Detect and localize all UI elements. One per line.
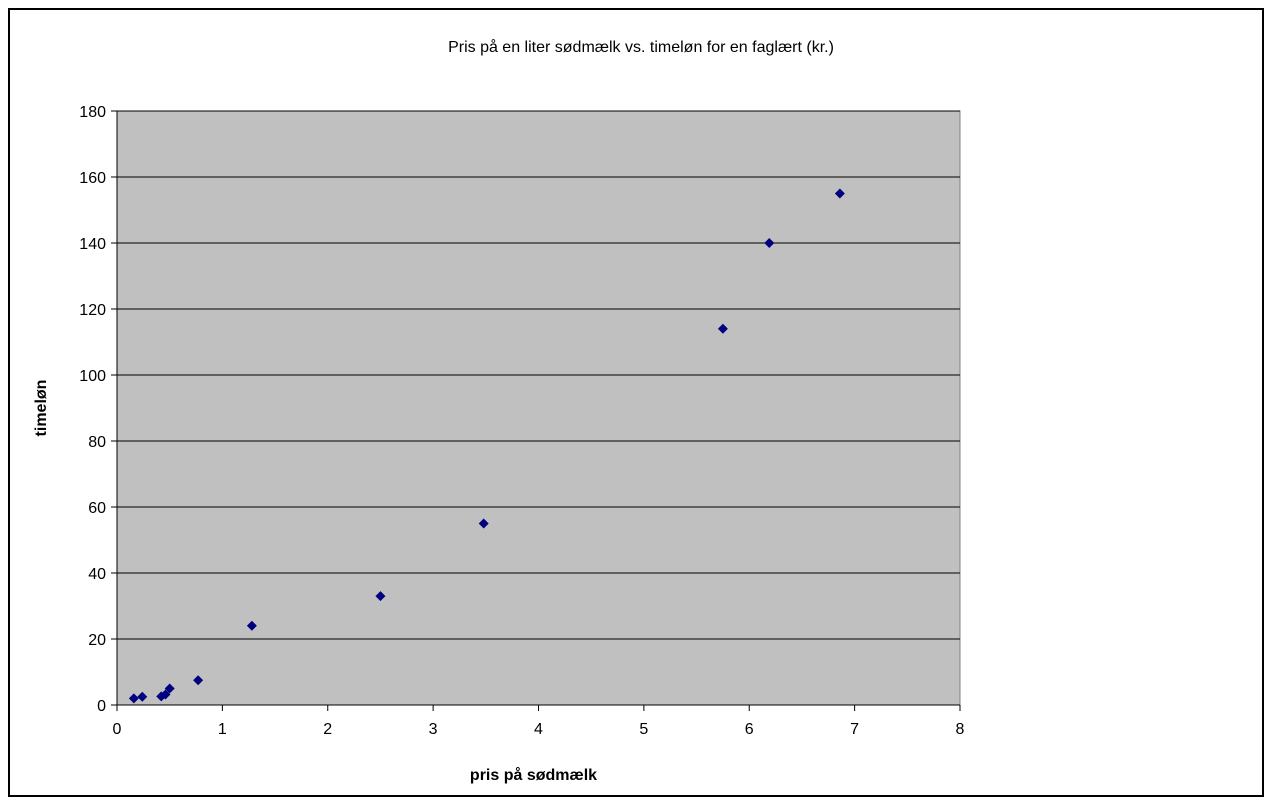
x-tick-label-0: 0 <box>113 721 122 738</box>
y-tick-label-6: 120 <box>79 302 106 319</box>
plot-area <box>116 110 961 706</box>
y-tick-label-5: 100 <box>79 368 106 385</box>
data-point-8 <box>478 518 489 529</box>
x-tick-label-7: 7 <box>850 721 859 738</box>
gridlines <box>117 110 960 640</box>
y-tick-label-4: 80 <box>88 434 106 451</box>
data-point-1 <box>137 691 148 702</box>
y-tick-label-9: 180 <box>79 104 106 121</box>
y-tick-label-0: 0 <box>97 698 106 715</box>
data-point-0 <box>128 693 139 704</box>
data-point-7 <box>375 591 386 602</box>
x-tick-label-3: 3 <box>429 721 438 738</box>
x-tick-label-2: 2 <box>323 721 332 738</box>
data-point-4 <box>164 683 175 694</box>
x-tick-label-5: 5 <box>639 721 648 738</box>
data-point-11 <box>834 188 845 199</box>
data-point-5 <box>193 675 204 686</box>
data-point-6 <box>246 620 257 631</box>
data-point-10 <box>764 238 775 248</box>
x-tick-label-8: 8 <box>956 721 965 738</box>
chart-title: Pris på en liter sødmælk vs. timeløn for… <box>448 38 834 56</box>
y-tick-label-8: 160 <box>79 170 106 187</box>
y-tick-label-7: 140 <box>79 236 106 253</box>
data-point-3 <box>160 689 171 700</box>
x-tick-label-1: 1 <box>218 721 227 738</box>
x-axis-label: pris på sødmælk <box>470 766 597 784</box>
y-tick-label-3: 60 <box>88 500 106 517</box>
x-tick-label-6: 6 <box>745 721 754 738</box>
data-points <box>128 188 845 704</box>
y-axis-label: timeløn <box>33 380 50 437</box>
y-ticks: 0 20 40 60 80 100 120 140 160 180 <box>79 104 117 715</box>
data-point-9 <box>717 323 728 334</box>
y-tick-label-1: 20 <box>88 632 106 649</box>
x-ticks: 0 1 2 3 4 5 6 7 8 <box>113 705 965 738</box>
x-tick-label-4: 4 <box>534 721 543 738</box>
y-tick-label-2: 40 <box>88 566 106 583</box>
